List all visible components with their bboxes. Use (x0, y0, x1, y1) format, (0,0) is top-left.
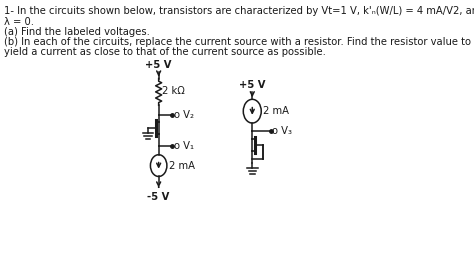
Text: +5 V: +5 V (146, 60, 172, 70)
Text: 2 kΩ: 2 kΩ (163, 86, 185, 96)
Text: o V₃: o V₃ (273, 126, 292, 136)
Text: o V₁: o V₁ (173, 141, 194, 151)
Text: yield a current as close to that of the current source as possible.: yield a current as close to that of the … (4, 47, 326, 57)
Text: 2 mA: 2 mA (264, 106, 290, 116)
Text: (b) In each of the circuits, replace the current source with a resistor. Find th: (b) In each of the circuits, replace the… (4, 37, 471, 47)
Text: -5 V: -5 V (147, 192, 170, 202)
Text: (a) Find the labeled voltages.: (a) Find the labeled voltages. (4, 27, 150, 37)
Text: λ = 0.: λ = 0. (4, 17, 35, 27)
Text: 2 mA: 2 mA (169, 161, 195, 171)
Text: o V₂: o V₂ (173, 110, 194, 120)
Text: 1- In the circuits shown below, transistors are characterized by Vt=1 V, k'ₙ(W/L: 1- In the circuits shown below, transist… (4, 6, 474, 16)
Text: +5 V: +5 V (239, 80, 265, 90)
